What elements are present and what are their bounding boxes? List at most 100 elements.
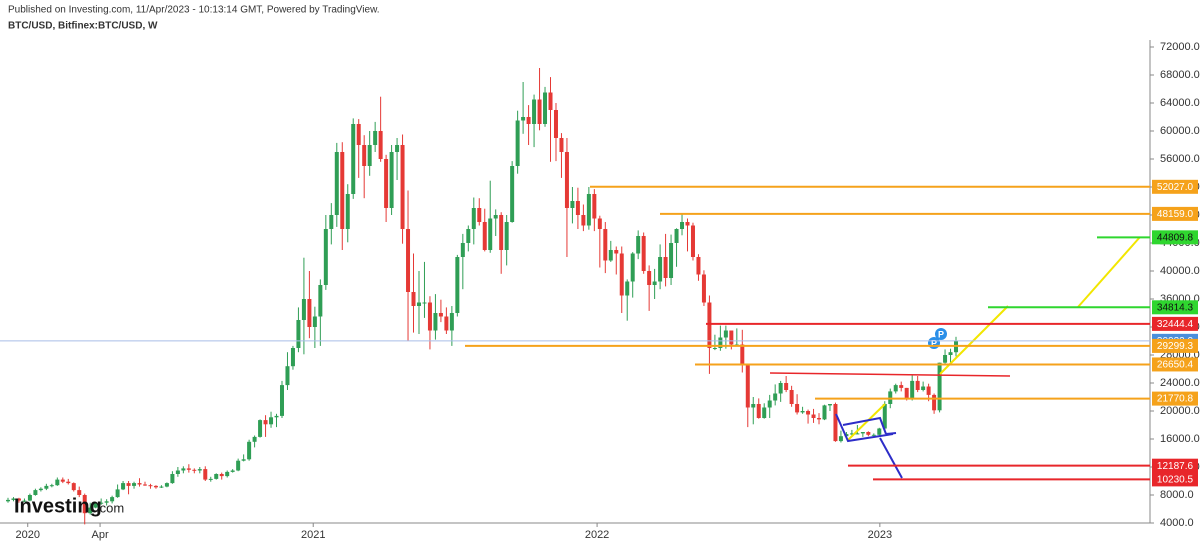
candle-body xyxy=(192,469,197,471)
candle-body xyxy=(570,201,575,208)
candle-body xyxy=(11,498,16,500)
candle-body xyxy=(756,404,761,418)
trend-line xyxy=(769,372,1011,377)
candle-body xyxy=(860,432,865,434)
candle-body xyxy=(296,320,301,348)
candle-body xyxy=(553,110,558,138)
candle-body xyxy=(241,459,246,461)
candle-body xyxy=(559,138,564,152)
candle-body xyxy=(822,405,827,420)
candle-body xyxy=(712,348,717,349)
candle-body xyxy=(619,253,624,296)
candle-body xyxy=(504,222,509,250)
level-label-box xyxy=(1152,316,1198,331)
candle-body xyxy=(817,418,822,420)
candle-body xyxy=(6,499,11,502)
candle-body xyxy=(532,99,537,124)
candle-body xyxy=(263,420,268,425)
candle-body xyxy=(153,485,158,488)
level-label-box xyxy=(1152,391,1198,406)
candle-body xyxy=(718,337,723,348)
candle-body xyxy=(871,434,876,436)
candle-body xyxy=(778,383,783,394)
level-label: 26650.4 xyxy=(1157,360,1194,371)
candle-body xyxy=(345,194,350,229)
candle-body xyxy=(833,404,838,442)
candle-body xyxy=(751,404,756,408)
candle-body xyxy=(493,215,498,219)
candle-body xyxy=(701,274,706,303)
candle-body xyxy=(367,145,372,166)
candle-body xyxy=(400,145,405,229)
candle-body xyxy=(340,152,345,229)
candle-body xyxy=(33,490,38,495)
candle-body xyxy=(904,387,909,400)
candle-body xyxy=(800,411,805,413)
candle-body xyxy=(669,243,674,278)
candle-body xyxy=(838,436,843,442)
candle-body xyxy=(121,483,126,490)
candle-body xyxy=(685,222,690,226)
candle-body xyxy=(806,411,811,415)
candle-body xyxy=(55,479,60,486)
y-tick-label: 64000.0 xyxy=(1160,97,1200,109)
candle-body xyxy=(937,362,942,411)
candle-body xyxy=(175,470,180,474)
x-tick-label: 2023 xyxy=(868,529,892,541)
channel-line xyxy=(879,437,903,479)
candle-body xyxy=(362,145,367,166)
candle-body xyxy=(641,236,646,271)
candle-body xyxy=(247,441,252,460)
channel-line xyxy=(842,416,887,435)
candle-body xyxy=(197,469,202,471)
candle-body xyxy=(515,120,520,166)
candle-body xyxy=(592,194,597,219)
candle-body xyxy=(767,400,772,408)
candle-body xyxy=(910,380,915,400)
candle-body xyxy=(142,484,147,486)
candle-body xyxy=(745,365,750,408)
candle-body xyxy=(230,470,235,472)
channel-line xyxy=(885,432,897,435)
candle-body xyxy=(597,218,602,229)
candle-body xyxy=(948,352,953,355)
candle-body xyxy=(406,229,411,292)
projection-line xyxy=(939,305,1009,375)
candle-body xyxy=(510,166,515,222)
candle-body xyxy=(926,386,931,395)
candle-body xyxy=(690,225,695,257)
candle-body xyxy=(795,404,800,413)
y-tick-label: 68000.0 xyxy=(1160,69,1200,81)
candle-body xyxy=(773,393,778,401)
candle-body xyxy=(214,474,219,479)
level-label: 21770.8 xyxy=(1157,394,1194,405)
candle-body xyxy=(499,215,504,250)
candle-body xyxy=(811,414,816,418)
candle-body xyxy=(373,131,378,145)
candle-body xyxy=(521,117,526,121)
candle-body xyxy=(351,124,356,194)
candle-body xyxy=(164,483,169,487)
candle-body xyxy=(663,257,668,278)
level-label: 12187.6 xyxy=(1157,461,1194,472)
candle-body xyxy=(625,281,630,296)
candle-body xyxy=(849,433,854,435)
candle-body xyxy=(789,390,794,404)
candle-body xyxy=(170,474,175,484)
candle-body xyxy=(356,124,361,145)
level-label-box xyxy=(1152,300,1198,315)
candle-body xyxy=(77,490,82,495)
candle-body xyxy=(696,257,701,275)
candle-body xyxy=(438,313,443,317)
candle-body xyxy=(132,483,137,486)
candle-body xyxy=(707,302,712,348)
level-label: 48159.0 xyxy=(1157,209,1194,220)
candle-body xyxy=(449,313,454,331)
candle-body xyxy=(564,152,569,208)
candle-body xyxy=(899,385,904,388)
candle-body xyxy=(137,483,142,485)
projection-line xyxy=(847,403,886,441)
candle-body xyxy=(652,281,657,285)
level-label: 29299.3 xyxy=(1157,341,1194,352)
candle-body xyxy=(225,471,230,477)
